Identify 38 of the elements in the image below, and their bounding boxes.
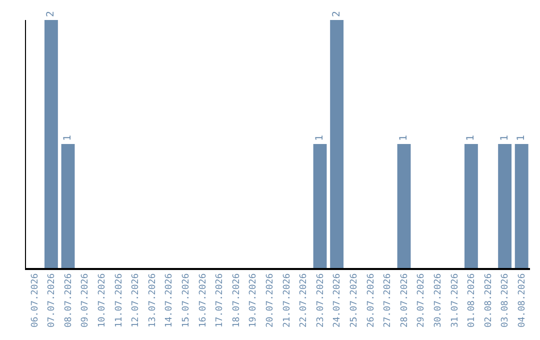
data-label: 1 [314, 134, 326, 141]
x-tick-label: 18.07.2026 [232, 273, 242, 328]
x-tick-label: 12.07.2026 [131, 273, 142, 328]
data-label: 1 [466, 134, 477, 141]
x-tick-label: 09.07.2026 [80, 273, 91, 328]
x-tick-label: 02.08.2026 [484, 273, 494, 328]
x-tick-label: 13.07.2026 [148, 273, 158, 328]
x-tick-label: 01.08.2026 [467, 273, 478, 328]
x-tick-label: 27.07.2026 [383, 273, 394, 328]
x-tick-label: 15.07.2026 [182, 273, 192, 328]
data-label: 2 [46, 10, 57, 17]
x-tick-label: 19.07.2026 [248, 273, 259, 328]
x-tick-label: 07.07.2026 [47, 273, 58, 328]
x-tick-label: 06.07.2026 [30, 273, 40, 328]
x-tick-label: 16.07.2026 [198, 273, 208, 328]
x-tick-label: 04.08.2026 [518, 273, 528, 328]
x-tick-label: 10.07.2026 [98, 273, 108, 328]
x-tick-label: 11.07.2026 [114, 273, 124, 328]
x-tick-label: 30.07.2026 [434, 273, 444, 328]
x-tick-label: 14.07.2026 [164, 273, 175, 328]
x-tick-label: 22.07.2026 [299, 273, 310, 328]
x-tick-label: 31.07.2026 [450, 273, 460, 328]
x-tick-label: 20.07.2026 [266, 273, 276, 328]
data-label: 1 [499, 134, 510, 141]
data-label: 1 [516, 134, 528, 141]
x-tick-label: 17.07.2026 [215, 273, 226, 328]
x-tick-label: 26.07.2026 [366, 273, 376, 328]
data-label: 1 [62, 134, 74, 141]
x-tick-label: 28.07.2026 [400, 273, 410, 328]
data-label: 2 [331, 10, 342, 17]
x-tick-label: 21.07.2026 [282, 273, 292, 328]
data-label: 1 [398, 134, 410, 141]
x-tick-label: 03.08.2026 [500, 273, 511, 328]
x-tick-label: 08.07.2026 [64, 273, 74, 328]
x-tick-label: 25.07.2026 [350, 273, 360, 328]
x-tick-label: 23.07.2026 [316, 273, 326, 328]
x-tick-label: 24.07.2026 [332, 273, 343, 328]
x-tick-label: 29.07.2026 [416, 273, 427, 328]
